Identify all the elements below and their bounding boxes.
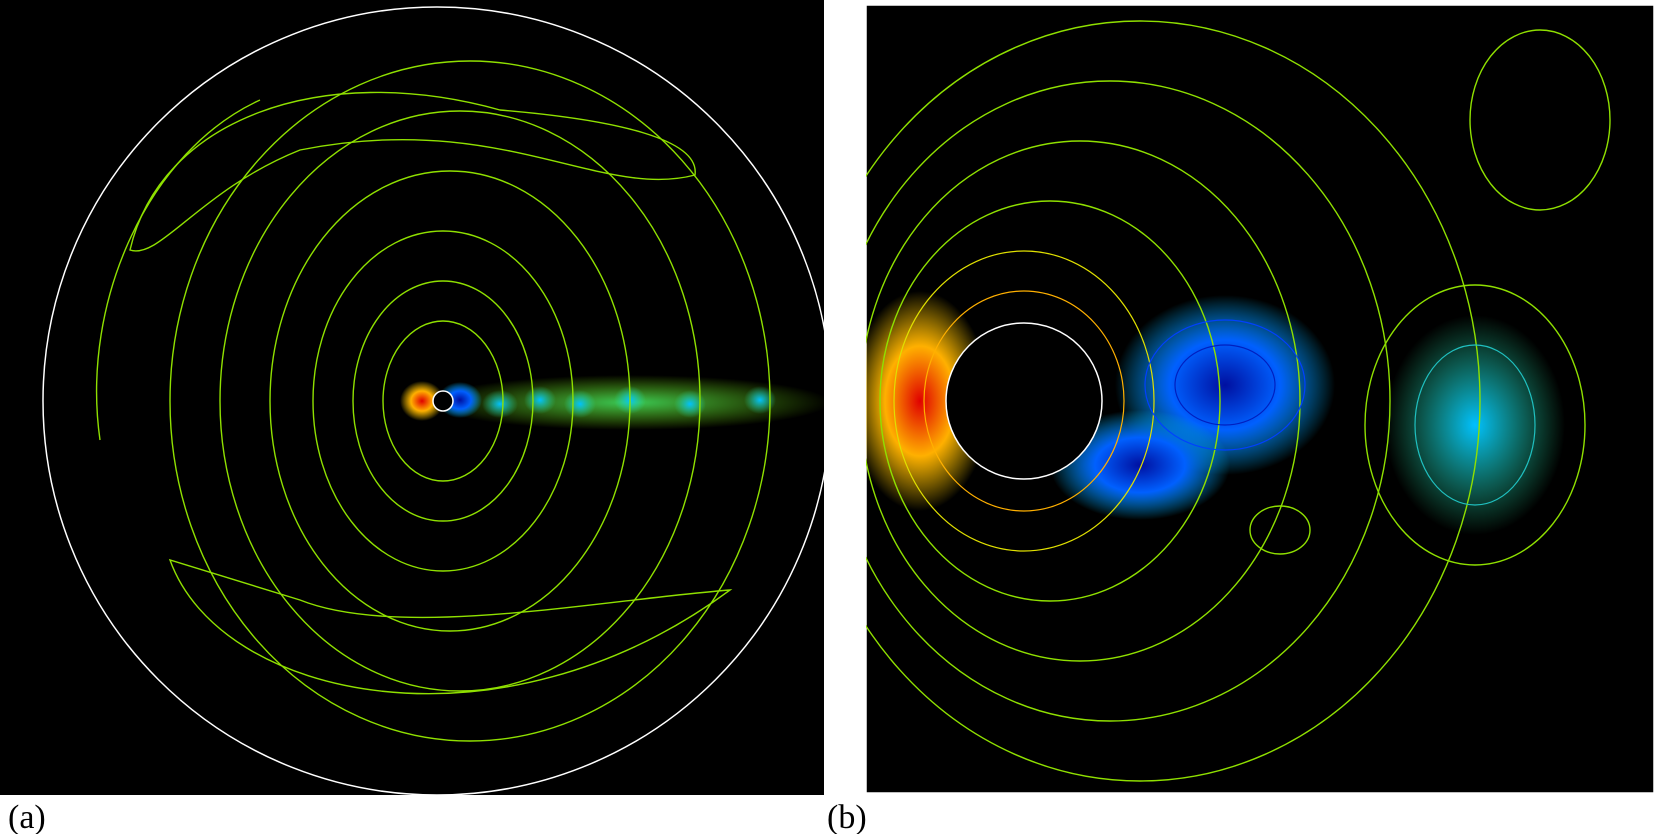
contours-b	[866, 20, 1611, 782]
contours-a	[42, 6, 824, 795]
panel-label: (a)	[8, 799, 46, 834]
panel-a	[0, 0, 824, 795]
panel-b	[865, 4, 1655, 794]
cylinder	[432, 390, 454, 412]
panel-label: (b)	[827, 799, 867, 834]
